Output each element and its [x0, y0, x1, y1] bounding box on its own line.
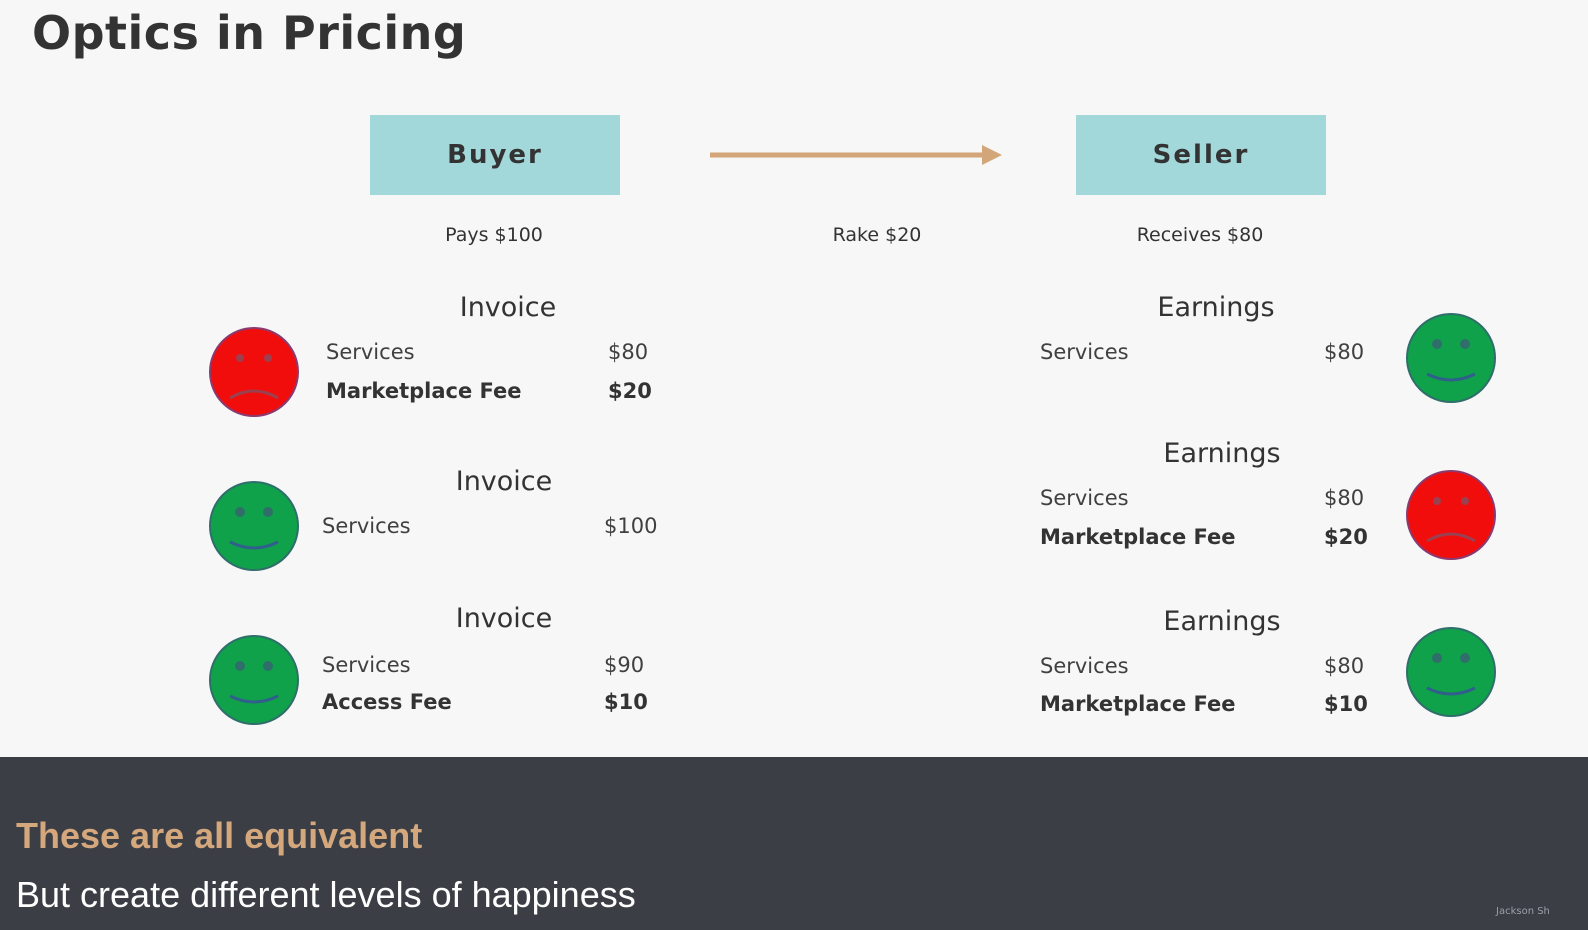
- fee-amount: $10: [604, 690, 648, 714]
- line-amount: $100: [604, 514, 658, 538]
- happy-face-icon: [1406, 313, 1496, 403]
- line-label: Services: [1040, 340, 1129, 364]
- arrow-right-icon: [710, 145, 1002, 165]
- line-label: Services: [1040, 486, 1129, 510]
- footer-subline: But create different levels of happiness: [16, 874, 636, 915]
- invoice-heading: Invoice: [459, 292, 557, 323]
- seller-box: Seller: [1076, 115, 1326, 195]
- rake-note: Rake $20: [832, 224, 922, 246]
- fee-amount: $10: [1324, 692, 1368, 716]
- footer-credit: Jackson Sh: [1496, 906, 1550, 917]
- line-amount: $80: [608, 340, 649, 364]
- line-amount: $80: [1324, 486, 1365, 510]
- line-amount: $80: [1324, 340, 1365, 364]
- line-label: Services: [326, 340, 415, 364]
- footer-band: [0, 757, 1588, 930]
- fee-label: Access Fee: [322, 690, 452, 714]
- sad-face-icon: [1406, 470, 1496, 560]
- happy-face-icon: [1406, 627, 1496, 717]
- invoice-heading: Invoice: [455, 603, 553, 634]
- fee-label: Marketplace Fee: [1040, 692, 1236, 716]
- happy-face-icon: [209, 481, 299, 571]
- fee-amount: $20: [608, 379, 652, 403]
- buyer-note: Pays $100: [445, 224, 543, 246]
- line-label: Services: [1040, 654, 1129, 678]
- buyer-box: Buyer: [370, 115, 620, 195]
- fee-label: Marketplace Fee: [326, 379, 522, 403]
- earnings-heading: Earnings: [1163, 606, 1281, 637]
- earnings-heading: Earnings: [1157, 292, 1275, 323]
- invoice-heading: Invoice: [455, 466, 553, 497]
- sad-face-icon: [209, 327, 299, 417]
- fee-label: Marketplace Fee: [1040, 525, 1236, 549]
- earnings-heading: Earnings: [1163, 438, 1281, 469]
- footer-headline: These are all equivalent: [16, 815, 423, 856]
- line-amount: $90: [604, 653, 645, 677]
- page-title: Optics in Pricing: [32, 6, 467, 60]
- fee-amount: $20: [1324, 525, 1368, 549]
- line-label: Services: [322, 514, 411, 538]
- happy-face-icon: [209, 635, 299, 725]
- line-amount: $80: [1324, 654, 1365, 678]
- seller-note: Receives $80: [1136, 224, 1264, 246]
- line-label: Services: [322, 653, 411, 677]
